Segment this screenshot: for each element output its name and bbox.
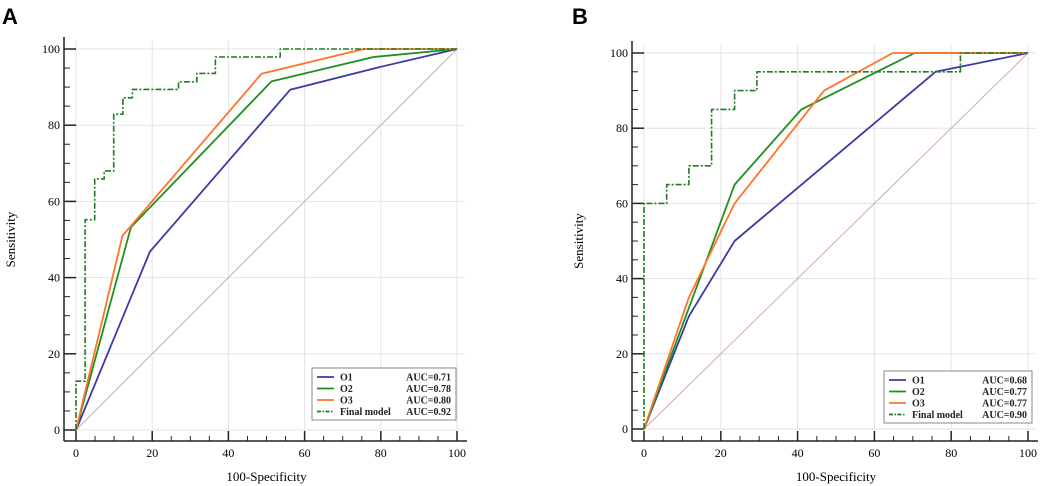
x-tick-label: 0 [73, 446, 79, 460]
roc-panel-b: B 0 20 40 60 80 100 0 20 40 60 80 100 100-Specificity… [571, 4, 1038, 484]
legend-series-name: O3 [340, 396, 353, 407]
legend-series-name: O2 [912, 387, 925, 398]
roc-curve-final-model [643, 52, 1028, 429]
y-tick-label: 80 [48, 118, 60, 132]
legend-auc-value: AUC=0.78 [406, 384, 451, 395]
y-tick-label: 60 [616, 196, 628, 210]
legend-series-name: Final model [340, 407, 391, 418]
reference-diagonal-line [643, 52, 1029, 430]
y-axis-title: Sensitivity [3, 211, 18, 267]
y-tick-label: 80 [616, 121, 628, 135]
legend: O1 AUC=0.71 O2 AUC=0.78 O3 AUC=0.80 Final mode… [311, 367, 457, 421]
x-tick-label: 100 [1019, 446, 1037, 460]
x-axis-title: 100-Specificity [226, 469, 307, 484]
y-tick-label: 60 [48, 194, 60, 208]
x-tick-label: 0 [641, 446, 647, 460]
roc-curve-final-model [75, 48, 457, 430]
x-tick-label: 80 [945, 446, 957, 460]
x-tick-label: 40 [792, 446, 804, 460]
x-tick-label: 60 [868, 446, 880, 460]
y-tick-label: 20 [48, 347, 60, 361]
x-tick-label: 80 [375, 446, 387, 460]
y-tick-label: 40 [616, 272, 628, 286]
legend-auc-value: AUC=0.77 [982, 387, 1027, 398]
legend: O1 AUC=0.68 O2 AUC=0.77 O3 AUC=0.77 Final mode… [883, 370, 1033, 424]
legend-auc-value: AUC=0.80 [406, 396, 451, 407]
y-tick-label: 20 [616, 347, 628, 361]
x-tick-label: 60 [299, 446, 311, 460]
legend-series-name: O3 [912, 399, 925, 410]
roc-curve-o2 [75, 48, 458, 431]
roc-curve-o3 [643, 52, 1028, 430]
y-tick-label: 0 [54, 423, 60, 437]
x-tick-label: 20 [715, 446, 727, 460]
y-tick-label: 40 [48, 271, 60, 285]
legend-auc-value: AUC=0.77 [982, 399, 1027, 410]
legend-auc-value: AUC=0.90 [982, 410, 1027, 421]
x-tick-label: 20 [146, 446, 158, 460]
legend-series-name: O2 [340, 384, 353, 395]
legend-box [311, 367, 457, 421]
legend-series-name: O1 [340, 373, 353, 384]
roc-curve-o1 [75, 48, 458, 431]
x-tick-label: 100 [448, 446, 466, 460]
legend-series-name: O1 [912, 376, 925, 387]
roc-panel-a: A 0 20 40 60 80 100 0 20 40 60 80 100 100-Specificity… [2, 4, 467, 484]
y-tick-label: 100 [42, 42, 60, 56]
legend-box [883, 370, 1033, 424]
x-tick-label: 40 [222, 446, 234, 460]
legend-auc-value: AUC=0.92 [406, 407, 451, 418]
legend-auc-value: AUC=0.71 [406, 373, 451, 384]
x-axis-title: 100-Specificity [796, 469, 877, 484]
legend-auc-value: AUC=0.68 [982, 376, 1027, 387]
roc-curve-o1 [643, 52, 1029, 430]
panel-label: B [572, 4, 588, 29]
y-tick-label: 100 [610, 46, 628, 60]
legend-series-name: Final model [912, 410, 963, 421]
reference-diagonal-line [75, 48, 458, 431]
y-axis-title: Sensitivity [571, 213, 586, 269]
y-tick-label: 0 [622, 422, 628, 436]
panel-label: A [2, 4, 18, 29]
